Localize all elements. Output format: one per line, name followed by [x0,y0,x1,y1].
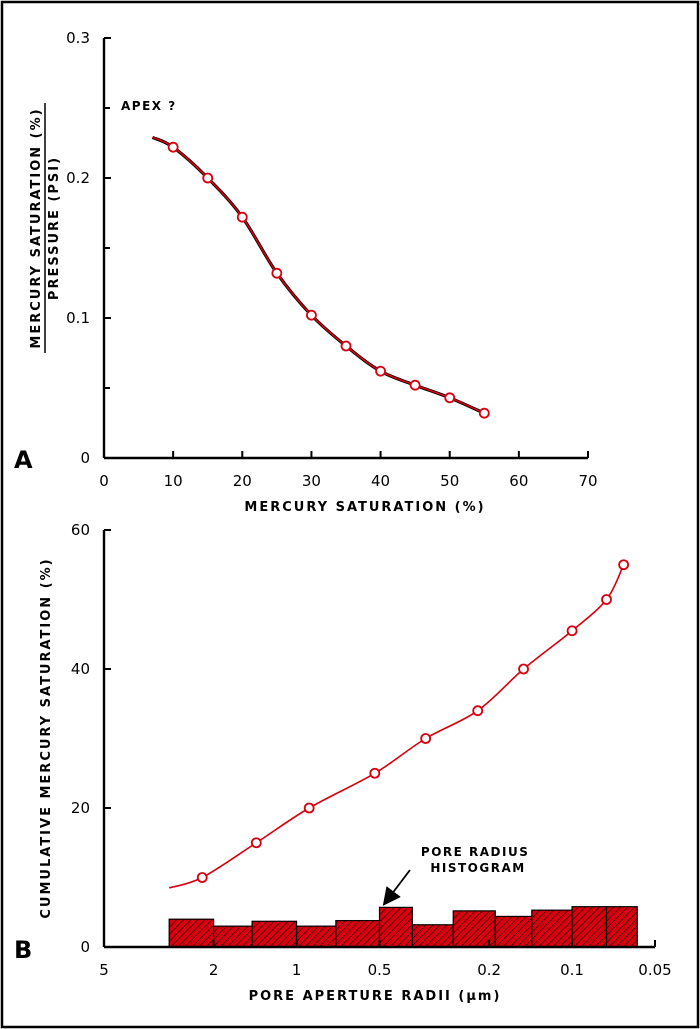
panel-a-data-point [409,379,421,391]
panel-b-y-tick-label: 20 [71,799,90,817]
panel-a-data-point [478,407,490,419]
panel-b-data-point [250,837,262,849]
panel-b-x-tick-label: 0.05 [638,961,671,979]
panel-b-label: B [14,936,32,964]
panel-a-x-tick-label: 30 [302,472,321,490]
panel-a-data-point [340,340,352,352]
panel-a-curve [152,136,485,414]
panel-a-data-point [236,211,248,223]
panel-b-ticks: 5 2 1 0.5 0.2 0.1 0.05 0 20 40 60 [71,521,672,979]
panel-a-x-tick-label: 0 [99,472,109,490]
panel-b-curve [168,564,625,889]
panel-b-x-tick-label: 2 [209,961,219,979]
panel-a-x-tick-label: 50 [440,472,459,490]
panel-a-label: A [14,446,33,474]
panel-b-histogram [168,906,638,948]
panel-b-data-point [566,625,578,637]
panel-a-ticks: 0 10 20 30 40 50 60 70 0 0.1 0.2 0.3 [66,29,597,490]
panel-a-x-tick-label: 10 [164,472,183,490]
panel-b-y-tick-label: 60 [71,521,90,539]
panel-a-x-tick-label: 70 [578,472,597,490]
panel-a-chart: A 0 10 20 30 40 50 60 70 0 0.1 0.2 0.3 APEX ? MERCU… [14,29,598,515]
panel-b-x-tick-label: 0.5 [368,961,392,979]
panel-b-chart: B 5 2 1 0.5 0.2 0.1 0.05 0 20 40 60 PORE RADIUS HI… [14,521,672,1004]
panel-b-histogram-bar [571,906,608,948]
panel-a-y-tick-label: 0.2 [66,169,90,187]
panel-b-histogram-bar [378,906,413,948]
panel-a-x-tick-label: 40 [371,472,390,490]
panel-b-data-point [369,767,381,779]
panel-a-y-label-denominator: PRESSURE (PSI) [47,156,62,300]
panel-b-histogram-bar [295,925,337,948]
panel-a-curve-outline [151,135,485,415]
panel-a-x-tick-label: 20 [233,472,252,490]
panel-b-histogram-bar [531,909,573,948]
panel-b-x-tick-label: 0.1 [560,961,584,979]
panel-b-axes [102,530,655,949]
panel-a-data-point [306,309,317,321]
panel-b-x-tick-label: 0.2 [477,961,501,979]
panel-a-data-point [202,172,214,184]
panel-b-series [168,559,630,889]
panel-a-data-point [167,141,179,153]
panel-a-y-tick-label: 0.3 [66,29,90,47]
panel-b-histogram-bar [411,924,454,948]
panel-b-annotation: PORE RADIUS HISTOGRAM [421,845,535,875]
panel-b-x-tick-label: 5 [99,961,109,979]
panel-b-y-tick-label: 0 [80,938,90,956]
panel-b-data-point [303,802,315,814]
panel-a-y-axis-label: MERCURY SATURATION (%) PRESSURE (PSI) [29,103,62,353]
panel-b-y-tick-label: 40 [71,660,90,678]
panel-b-histogram-bar [213,925,253,948]
panel-b-data-point [472,705,484,717]
panel-b-data-point [420,733,432,744]
panel-b-x-tick-label: 1 [292,961,302,979]
panel-b-histogram-bar [494,915,533,948]
panel-b-y-axis-label: CUMULATIVE MERCURY SATURATION (%) [39,557,54,918]
panel-b-data-point [518,663,529,675]
panel-b-histogram-bar [168,918,215,948]
panel-a-y-tick-label: 0.1 [66,309,90,327]
panel-b-annotation-arrow [382,869,411,906]
panel-b-histogram-bar [251,920,298,948]
panel-a-annotation: APEX ? [121,99,177,113]
panel-b-data-point [601,594,612,605]
panel-b-x-axis-label: PORE APERTURE RADII (μm) [249,989,502,1004]
panel-a-series [151,135,490,419]
panel-a-data-point [271,267,283,279]
panel-a-y-label-numerator: MERCURY SATURATION (%) [29,107,44,348]
panel-a-y-tick-label: 0 [80,449,90,467]
panel-a-x-axis-label: MERCURY SATURATION (%) [244,500,485,515]
panel-b-histogram-bar [335,919,381,948]
panel-b-histogram-bar [605,906,638,948]
panel-a-data-point [444,392,456,404]
panel-a-x-tick-label: 60 [509,472,528,490]
panel-b-data-point [618,559,630,571]
panel-a-data-point [375,365,386,377]
panel-b-data-point [196,872,208,883]
